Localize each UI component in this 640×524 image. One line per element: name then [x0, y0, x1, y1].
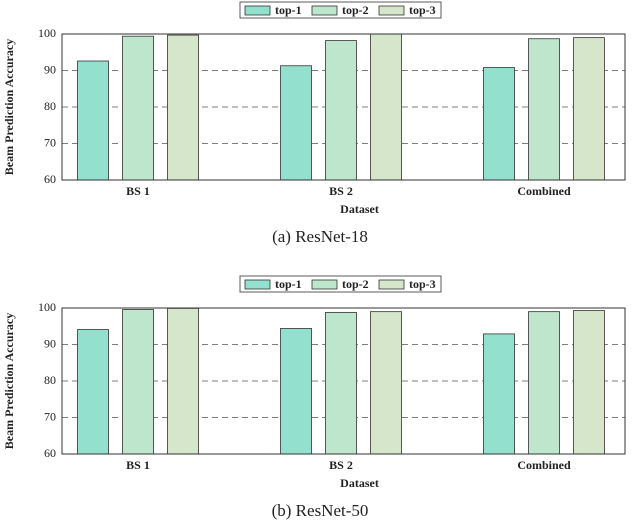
legend-swatch	[378, 279, 405, 290]
x-tick-label: BS 1	[126, 458, 150, 472]
bar	[77, 329, 109, 455]
bar	[77, 60, 109, 181]
x-axis-label: Dataset	[340, 476, 379, 490]
y-tick-label: 80	[44, 99, 56, 113]
x-tick-label: Combined	[517, 458, 571, 472]
bar	[122, 309, 154, 455]
caption: (b) ResNet-50	[272, 501, 369, 520]
legend-swatch	[311, 5, 338, 16]
legend-label: top-2	[342, 3, 369, 17]
y-tick-label: 90	[44, 336, 56, 350]
bar	[528, 311, 560, 455]
bar	[325, 311, 357, 455]
y-axis-label: Beam Prediction Accuracy	[2, 39, 16, 175]
caption: (a) ResNet-18	[272, 227, 368, 246]
legend-swatch	[244, 279, 271, 290]
bar	[370, 33, 402, 181]
y-axis-label: Beam Prediction Accuracy	[2, 313, 16, 449]
plot-frame	[61, 307, 626, 455]
bar	[573, 310, 605, 455]
y-tick-label: 60	[44, 172, 56, 186]
bar	[167, 307, 199, 455]
y-tick-label: 80	[44, 373, 56, 387]
legend-label: top-1	[275, 277, 302, 291]
x-tick-label: BS 1	[126, 184, 150, 198]
x-tick-label: Combined	[517, 184, 571, 198]
y-tick-label: 60	[44, 446, 56, 460]
legend-label: top-2	[342, 277, 369, 291]
legend-label: top-3	[409, 3, 436, 17]
y-tick-label: 70	[44, 135, 56, 149]
bar	[122, 35, 154, 181]
x-tick-label: BS 2	[329, 184, 353, 198]
x-tick-label: BS 2	[329, 458, 353, 472]
y-tick-label: 90	[44, 62, 56, 76]
bar	[325, 40, 357, 181]
bar	[370, 311, 402, 455]
bar	[280, 328, 312, 455]
bar	[167, 34, 199, 181]
legend-label: top-1	[275, 3, 302, 17]
legend-swatch	[378, 5, 405, 16]
y-tick-label: 70	[44, 409, 56, 423]
legend-swatch	[311, 279, 338, 290]
bar	[573, 37, 605, 181]
bar	[483, 333, 515, 455]
legend-label: top-3	[409, 277, 436, 291]
bar	[483, 67, 515, 181]
y-tick-label: 100	[38, 300, 56, 314]
plot-frame	[61, 33, 626, 181]
legend-swatch	[244, 5, 271, 16]
bar	[528, 38, 560, 181]
y-tick-label: 100	[38, 26, 56, 40]
bar	[280, 65, 312, 181]
x-axis-label: Dataset	[340, 202, 379, 216]
